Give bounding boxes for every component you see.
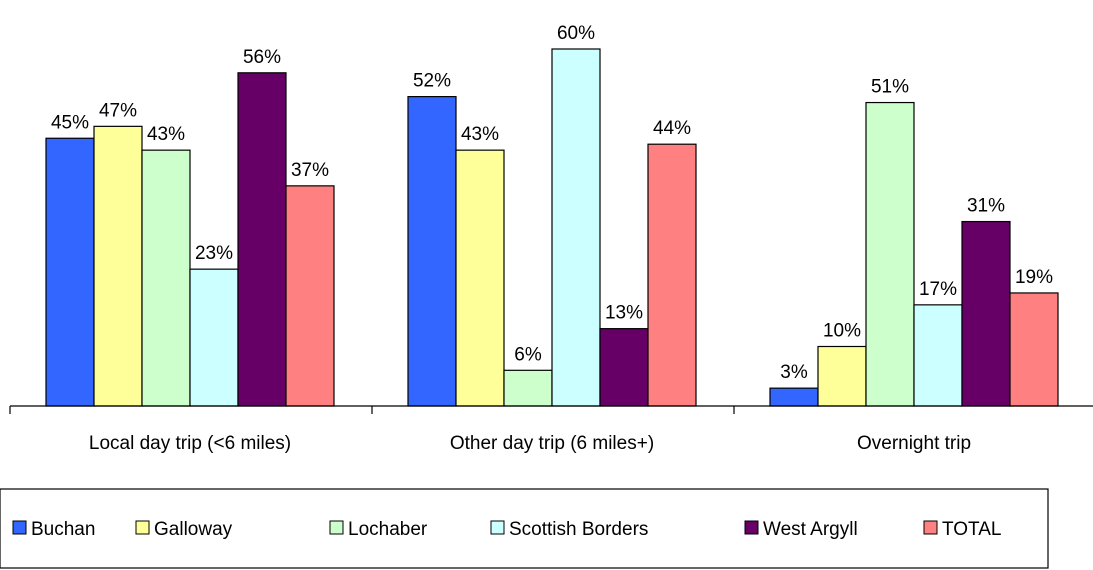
data-label-galloway-2: 43% [461, 124, 499, 145]
data-label-lochaber-2: 6% [514, 344, 542, 365]
bar-west-argyll-3 [961, 220, 1011, 407]
bar-total-3 [1009, 292, 1059, 407]
data-label-scottish-borders-3: 17% [919, 279, 957, 300]
bar-west-argyll-2 [599, 328, 649, 407]
legend-swatch-west-argyll [744, 520, 759, 535]
bar-lochaber-3 [865, 101, 915, 407]
bar-lochaber-1 [141, 149, 191, 407]
bar-galloway-1 [93, 125, 143, 407]
data-label-lochaber-3: 51% [871, 77, 909, 98]
legend-swatch-galloway [135, 520, 150, 535]
legend-box [0, 488, 1049, 569]
legend-label-galloway: Galloway [154, 519, 233, 540]
legend-swatch-total [923, 520, 938, 535]
x-axis: Local day trip (<6 miles) Other day trip … [9, 405, 1093, 454]
bar-total-1 [285, 185, 335, 407]
data-label-west-argyll-2: 13% [605, 303, 643, 324]
data-label-scottish-borders-2: 60% [557, 23, 595, 44]
data-label-west-argyll-1: 56% [243, 47, 281, 68]
bar-scottish-borders-1 [189, 268, 239, 407]
bar-total-2 [647, 143, 697, 407]
data-labels-layer: 45% 52% 3% 47% 43% 10% 43% 6% 51% 23% 60% 17% 56% 13%… [51, 23, 1053, 383]
legend-label-scottish-borders: Scottish Borders [509, 519, 648, 540]
legend-label-lochaber: Lochaber [348, 519, 428, 540]
bar-buchan-2 [407, 95, 457, 407]
bar-galloway-2 [455, 149, 505, 407]
data-label-scottish-borders-1: 23% [195, 243, 233, 264]
data-label-total-3: 19% [1015, 267, 1053, 288]
bar-scottish-borders-3 [913, 304, 963, 407]
data-label-total-1: 37% [291, 160, 329, 181]
data-label-galloway-3: 10% [823, 321, 861, 342]
x-tick-label-2: Other day trip (6 miles+) [450, 433, 654, 454]
legend-swatch-buchan [12, 520, 27, 535]
data-label-galloway-1: 47% [99, 100, 137, 121]
bar-west-argyll-1 [237, 72, 287, 407]
legend-label-west-argyll: West Argyll [763, 519, 858, 540]
data-label-total-2: 44% [653, 118, 691, 139]
data-label-buchan-1: 45% [51, 112, 89, 133]
x-tick-label-3: Overnight trip [857, 433, 971, 454]
legend-label-total: TOTAL [942, 519, 1001, 540]
bar-lochaber-2 [503, 369, 553, 407]
data-label-buchan-3: 3% [780, 362, 808, 383]
legend: Buchan Galloway Lochaber Scottish Borders We… [0, 488, 1049, 569]
bar-galloway-3 [817, 345, 867, 407]
bars-layer [45, 48, 1059, 407]
x-tick-label-1: Local day trip (<6 miles) [89, 433, 291, 454]
bar-scottish-borders-2 [551, 48, 601, 407]
bar-buchan-3 [769, 387, 819, 407]
legend-swatch-lochaber [329, 520, 344, 535]
data-label-buchan-2: 52% [413, 71, 451, 92]
data-label-lochaber-1: 43% [147, 124, 185, 145]
legend-label-buchan: Buchan [31, 519, 95, 540]
legend-swatch-scottish-borders [490, 520, 505, 535]
bar-buchan-1 [45, 137, 95, 407]
data-label-west-argyll-3: 31% [967, 196, 1005, 217]
